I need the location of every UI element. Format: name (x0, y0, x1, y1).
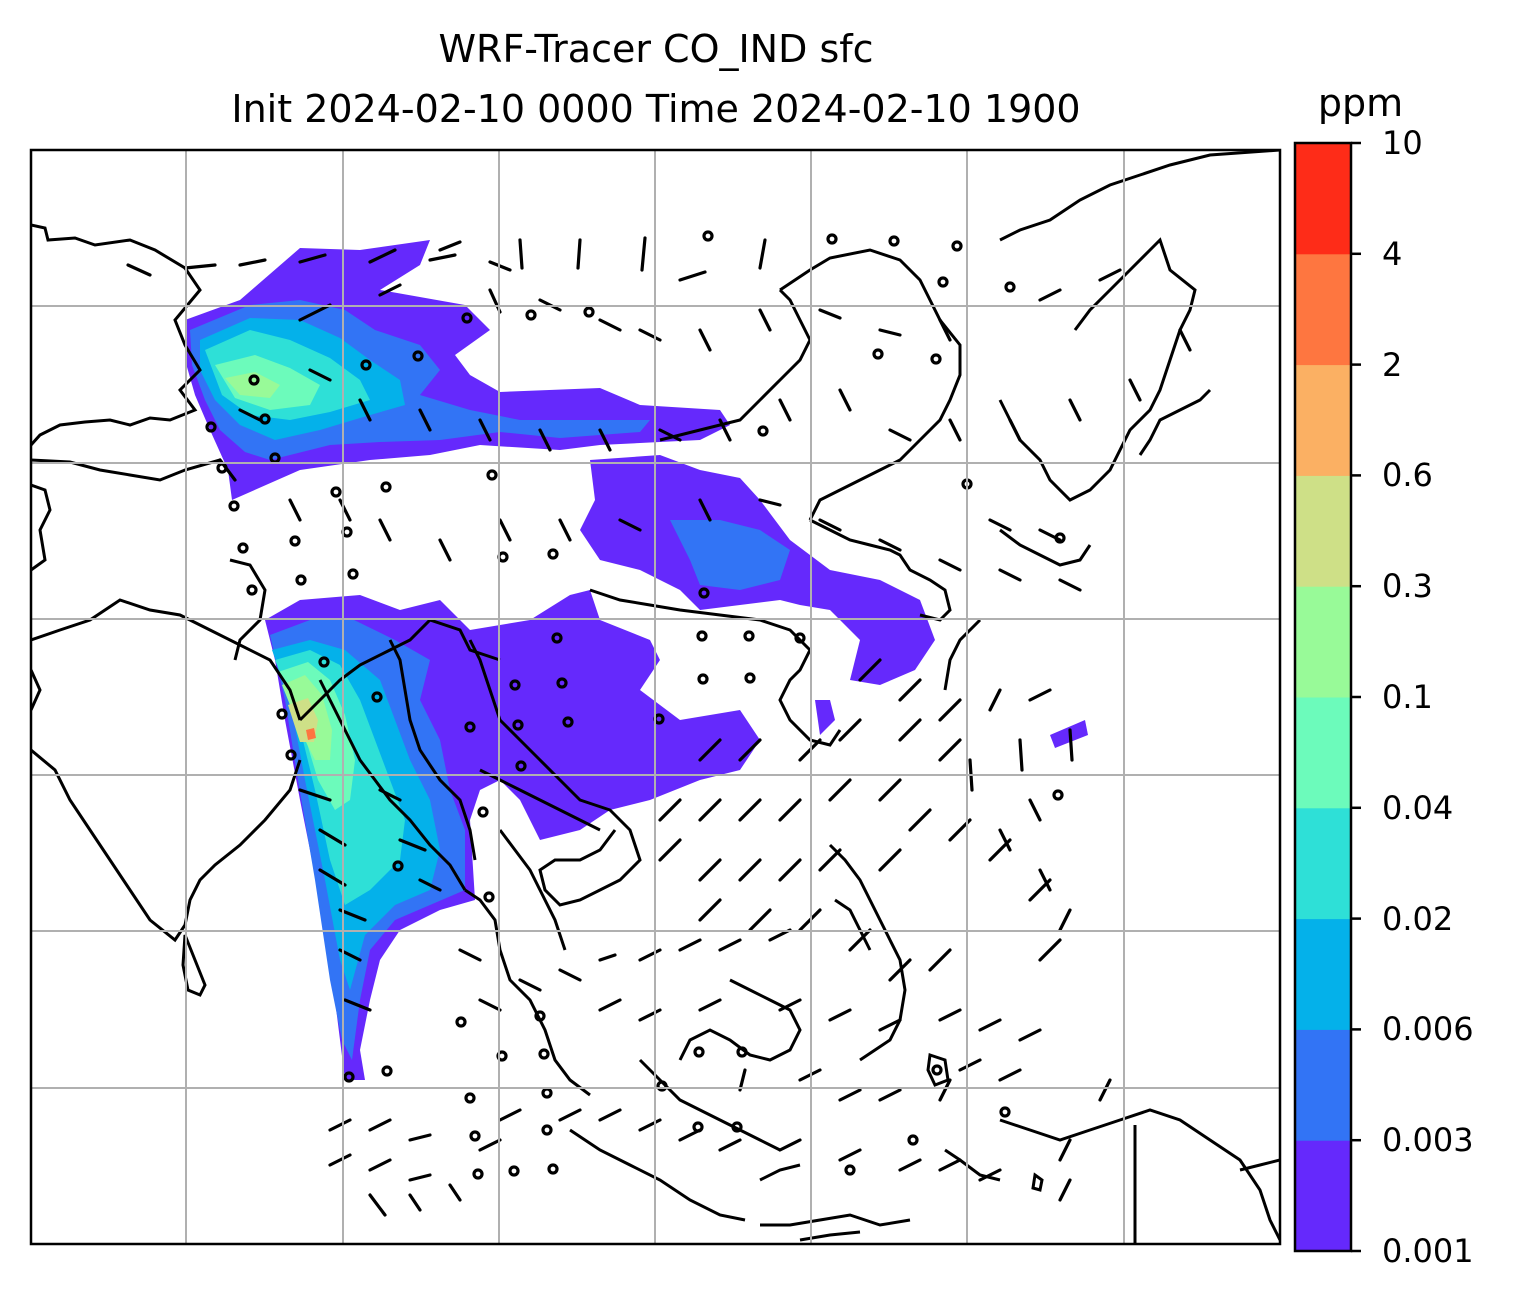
colorbar-segment (1295, 253, 1351, 366)
colorbar-segment (1295, 807, 1351, 920)
colorbar-tick-label: 0.1 (1382, 678, 1433, 716)
colorbar-tick-label: 0.6 (1382, 456, 1433, 495)
colorbar-segment (1295, 143, 1351, 255)
colorbar (1293, 141, 1361, 1253)
tracer-field-south (265, 590, 760, 1080)
calm-wind-markers (205, 230, 1066, 1180)
colorbar-tick-label: 2 (1382, 345, 1403, 384)
gridlines (31, 150, 1280, 1244)
map-title: WRF-Tracer CO_IND sfc (438, 27, 874, 71)
coastlines (31, 150, 1280, 1244)
colorbar-tick-label: 0.04 (1382, 788, 1454, 827)
colorbar-tick-label: 10 (1382, 124, 1423, 162)
colorbar-tick-label: 0.02 (1382, 899, 1454, 938)
colorbar-tick-label: 0.001 (1382, 1232, 1474, 1270)
colorbar-segment (1295, 918, 1351, 1030)
colorbar-segment (1295, 364, 1351, 476)
colorbar-unit-label: ppm (1317, 81, 1404, 125)
colorbar-segment (1295, 586, 1351, 698)
map-frame (29, 148, 1282, 1246)
colorbar-segment (1295, 1029, 1351, 1141)
wind-barbs (126, 236, 1192, 1217)
colorbar-segment (1295, 697, 1351, 809)
colorbar-segment (1295, 475, 1351, 587)
colorbar-tick-label: 4 (1382, 234, 1403, 273)
tracer-field-east (580, 455, 1088, 748)
colorbar-segment (1295, 1140, 1351, 1252)
map-subtitle: Init 2024-02-10 0000 Time 2024-02-10 190… (231, 87, 1081, 131)
colorbar-tick-label: 0.003 (1382, 1121, 1474, 1160)
colorbar-tick-label: 0.006 (1382, 1010, 1474, 1049)
colorbar-tick-label: 0.3 (1382, 567, 1433, 606)
